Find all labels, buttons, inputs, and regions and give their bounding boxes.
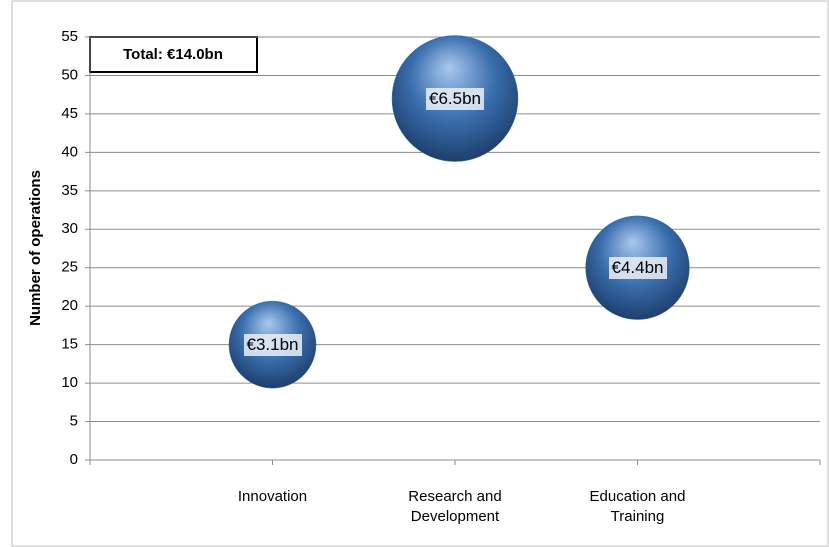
y-tick-label: 30 (61, 220, 78, 237)
y-tick-label: 55 (61, 28, 78, 45)
x-tick-label: Education and Training (589, 488, 686, 525)
x-tick-label: Innovation (237, 488, 308, 505)
y-tick-label: 20 (61, 297, 78, 314)
y-tick-label: 40 (61, 143, 78, 160)
y-tick-label: 45 (61, 105, 78, 122)
annotation: Total: €14.0bn (123, 46, 223, 63)
y-tick-label: 50 (61, 66, 78, 83)
data-label: €4.4bn (608, 256, 667, 279)
data-label: €6.5bn (426, 87, 484, 110)
y-tick-label: 35 (61, 182, 78, 199)
y-tick-label: 15 (61, 336, 78, 353)
y-tick-label: 10 (61, 374, 78, 391)
y-tick-label: 5 (70, 413, 78, 430)
y-tick-label: 0 (70, 451, 78, 468)
y-tick-label: 25 (61, 259, 78, 276)
chart-frame (11, 0, 829, 547)
data-label: €3.1bn (243, 333, 302, 356)
y-axis-label: Number of operations (27, 170, 44, 326)
x-tick-label: Research and Development (408, 488, 502, 525)
